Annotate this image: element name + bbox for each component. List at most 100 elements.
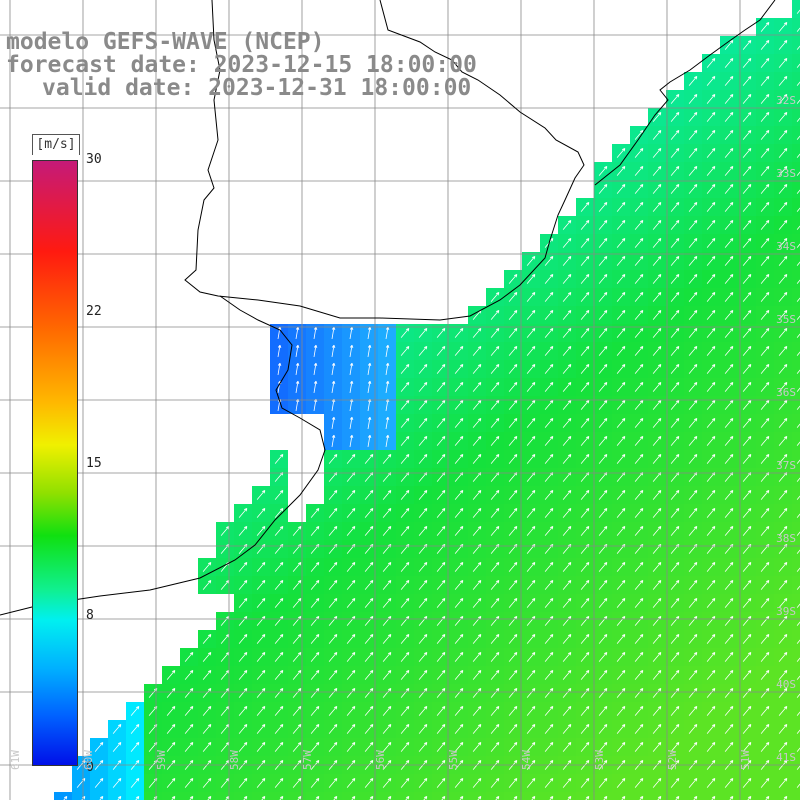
wind-cell [792, 180, 800, 198]
wind-arrow [346, 508, 356, 518]
wind-arrow [274, 490, 284, 500]
wind-arrow [202, 580, 212, 590]
wind-arrow [693, 796, 698, 800]
colorbar-tick: 22 [86, 304, 102, 319]
wind-arrow [688, 166, 698, 176]
wind-arrow [796, 405, 800, 410]
wind-arrow [670, 310, 680, 320]
wind-arrow [256, 598, 266, 608]
wind-arrow [598, 778, 608, 788]
wind-arrow [598, 688, 608, 698]
wind-cell [558, 792, 576, 800]
wind-arrow [562, 292, 572, 302]
wind-arrow [598, 238, 608, 248]
wind-arrow [400, 418, 410, 428]
wind-arrow [688, 310, 698, 320]
wind-arrow [724, 490, 734, 500]
wind-arrow [657, 796, 662, 800]
lat-label: 37S [776, 459, 796, 472]
wind-arrow [562, 580, 572, 590]
wind-cell [252, 792, 270, 800]
wind-arrow [670, 184, 680, 194]
wind-arrow [796, 9, 800, 14]
wind-arrow [796, 189, 800, 194]
wind-arrow [670, 562, 680, 572]
wind-arrow [544, 652, 554, 662]
wind-arrow [508, 562, 518, 572]
wind-arrow [292, 688, 302, 698]
wind-arrow [382, 706, 392, 716]
wind-cell [234, 792, 252, 800]
wind-arrow [256, 670, 266, 680]
wind-arrow [580, 562, 590, 572]
lat-label: 35S [776, 313, 796, 326]
wind-arrow [616, 166, 626, 176]
wind-arrow [706, 508, 716, 518]
wind-arrow [598, 652, 608, 662]
wind-arrow [256, 508, 266, 518]
wind-arrow [544, 364, 554, 374]
wind-arrow [364, 490, 374, 500]
wind-arrow [400, 634, 410, 644]
wind-arrow [652, 328, 662, 338]
wind-arrow [670, 256, 680, 266]
wind-arrow [508, 382, 518, 392]
wind-arrow [706, 580, 716, 590]
wind-arrow [616, 184, 626, 194]
wind-arrow [385, 380, 390, 393]
wind-cell [54, 792, 72, 800]
wind-arrow [616, 400, 626, 410]
wind-arrow [616, 436, 626, 446]
wind-arrow [706, 778, 716, 788]
wind-cell [792, 720, 800, 738]
wind-arrow [616, 256, 626, 266]
wind-arrow [760, 598, 770, 608]
wind-arrow [760, 778, 770, 788]
wind-arrow [796, 171, 800, 176]
wind-arrow [652, 310, 662, 320]
wind-arrow [598, 742, 608, 752]
wind-arrow [760, 40, 770, 50]
wind-arrow [292, 634, 302, 644]
wind-arrow [760, 148, 770, 158]
wind-arrow [454, 706, 464, 716]
wind-arrow [369, 796, 374, 800]
wind-arrow [526, 742, 536, 752]
colorbar [32, 160, 78, 766]
wind-arrow [364, 454, 374, 464]
wind-cell [468, 792, 486, 800]
wind-arrow [562, 382, 572, 392]
wind-arrow [385, 434, 390, 447]
wind-arrow [652, 670, 662, 680]
wind-arrow [778, 166, 788, 176]
wind-arrow [670, 166, 680, 176]
wind-arrow [634, 598, 644, 608]
wind-arrow [778, 328, 788, 338]
wind-cell [792, 684, 800, 702]
wind-cell [72, 792, 90, 800]
wind-arrow [796, 243, 800, 248]
wind-arrow [760, 58, 770, 68]
wind-arrow [328, 454, 338, 464]
wind-arrow [616, 238, 626, 248]
wind-arrow [760, 670, 770, 680]
wind-arrow [760, 184, 770, 194]
wind-arrow [688, 652, 698, 662]
wind-arrow [706, 166, 716, 176]
wind-arrow [598, 202, 608, 212]
wind-arrow [490, 670, 500, 680]
wind-arrow [328, 634, 338, 644]
wind-arrow [706, 562, 716, 572]
wind-arrow [760, 652, 770, 662]
wind-arrow [130, 724, 140, 734]
wind-arrow [400, 562, 410, 572]
wind-arrow [472, 634, 482, 644]
wind-arrow [279, 796, 284, 800]
wind-arrow [742, 670, 752, 680]
wind-arrow [580, 724, 590, 734]
wind-arrow [436, 490, 446, 500]
wind-arrow [580, 706, 590, 716]
wind-arrow [706, 418, 716, 428]
wind-arrow [670, 652, 680, 662]
